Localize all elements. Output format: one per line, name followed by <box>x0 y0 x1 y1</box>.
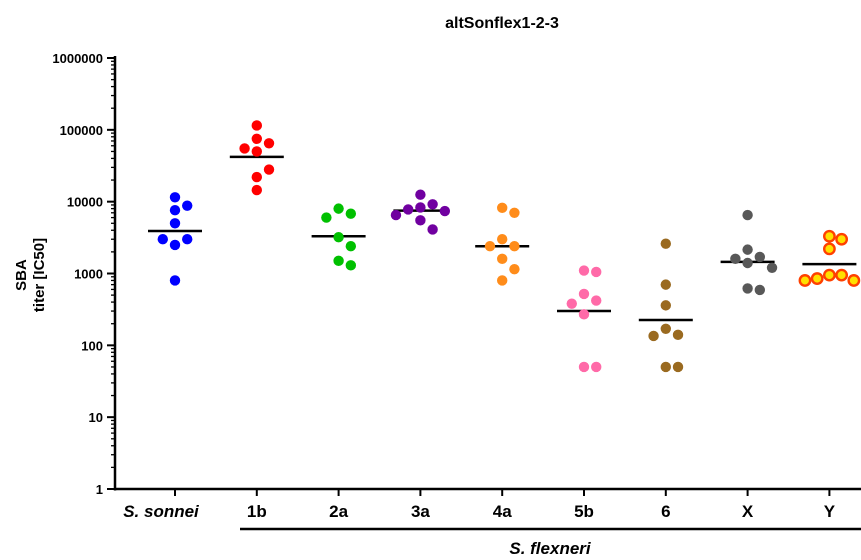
data-point <box>742 257 753 269</box>
data-point <box>835 232 849 246</box>
data-point <box>835 268 849 282</box>
y-axis: 1 10 100 1000 10000 100000 1000000 <box>52 51 117 497</box>
data-point <box>591 295 602 306</box>
chart-title: altSonflex1-2-3 <box>445 15 559 32</box>
data-point <box>345 240 357 252</box>
data-point <box>427 199 438 210</box>
data-point <box>730 253 741 265</box>
data-point <box>591 361 602 373</box>
data-point <box>333 203 344 214</box>
x-axis: S. sonnei 1b 2a 3a 4a 5b 6 X Y <box>114 487 861 521</box>
data-point <box>415 189 426 200</box>
data-point <box>578 361 590 373</box>
data-point <box>497 275 508 286</box>
data-point <box>509 207 520 218</box>
data-points <box>157 120 861 373</box>
data-point <box>169 192 181 203</box>
data-point <box>578 309 590 320</box>
data-point <box>484 240 496 252</box>
y-tick-label: 1000 <box>74 267 103 282</box>
data-point <box>169 218 181 229</box>
data-point <box>509 240 520 252</box>
x-tick-label: 1b <box>247 502 267 521</box>
data-point <box>263 138 275 149</box>
data-point <box>427 224 438 235</box>
data-point <box>169 275 181 286</box>
y-tick-label: 10 <box>89 410 103 425</box>
data-point <box>345 260 357 271</box>
data-point <box>169 239 181 251</box>
x-tick-label: 4a <box>493 502 512 521</box>
s-flexneri-group-label: S. flexneri <box>509 539 592 558</box>
data-point <box>251 133 262 145</box>
x-tick-label: Y <box>824 502 836 521</box>
data-point <box>182 234 193 245</box>
data-point <box>497 253 508 265</box>
y-tick-label: 1 <box>96 482 103 497</box>
data-point <box>754 284 766 296</box>
x-tick-label: S. sonnei <box>123 502 200 521</box>
data-point <box>390 209 402 221</box>
y-axis-label-line-1: SBA <box>13 259 30 291</box>
y-tick-label: 1000000 <box>52 51 103 66</box>
data-point <box>660 323 671 334</box>
data-point <box>810 272 824 285</box>
data-point <box>660 238 671 249</box>
data-point <box>263 164 275 175</box>
data-point <box>439 205 451 217</box>
y-tick-label: 100 <box>81 338 103 353</box>
data-point <box>754 251 766 263</box>
x-tick-label: 5b <box>574 502 594 521</box>
data-point <box>415 202 426 213</box>
data-point <box>169 205 181 216</box>
y-axis-label: SBA titer [IC50] <box>13 238 48 312</box>
data-point <box>239 143 250 154</box>
x-tick-label: 6 <box>661 502 670 521</box>
data-point <box>251 184 262 196</box>
data-point <box>402 204 414 215</box>
y-axis-label-line-2: titer [IC50] <box>31 238 48 312</box>
data-point <box>798 274 812 287</box>
data-point <box>251 146 262 157</box>
data-point <box>251 171 262 183</box>
data-point <box>660 300 671 311</box>
data-point <box>742 283 753 294</box>
data-point <box>660 279 671 290</box>
data-point <box>823 229 836 243</box>
data-point <box>345 208 357 219</box>
data-point <box>672 329 684 341</box>
data-point <box>672 361 684 373</box>
y-tick-label: 100000 <box>60 123 103 138</box>
data-point <box>823 242 836 256</box>
data-point <box>321 212 332 223</box>
data-point <box>497 202 508 214</box>
x-tick-label: 3a <box>411 502 430 521</box>
data-point <box>660 361 671 373</box>
data-point <box>742 244 753 255</box>
data-point <box>157 234 168 245</box>
data-point <box>766 262 778 274</box>
median-lines <box>148 155 857 322</box>
data-point <box>497 234 508 245</box>
y-tick-label: 10000 <box>67 195 103 210</box>
data-point <box>333 255 344 267</box>
data-point <box>578 265 590 276</box>
data-point <box>566 298 577 309</box>
data-point <box>182 200 193 211</box>
x-tick-label: 2a <box>329 502 348 521</box>
data-point <box>333 232 344 243</box>
data-point <box>847 274 861 287</box>
data-point <box>742 209 753 221</box>
data-point <box>415 215 426 226</box>
data-point <box>509 263 520 275</box>
data-point <box>648 330 659 342</box>
data-point <box>578 288 590 300</box>
data-point <box>823 268 836 282</box>
data-point <box>251 120 262 131</box>
data-point <box>591 266 602 278</box>
x-tick-label: X <box>742 502 754 521</box>
